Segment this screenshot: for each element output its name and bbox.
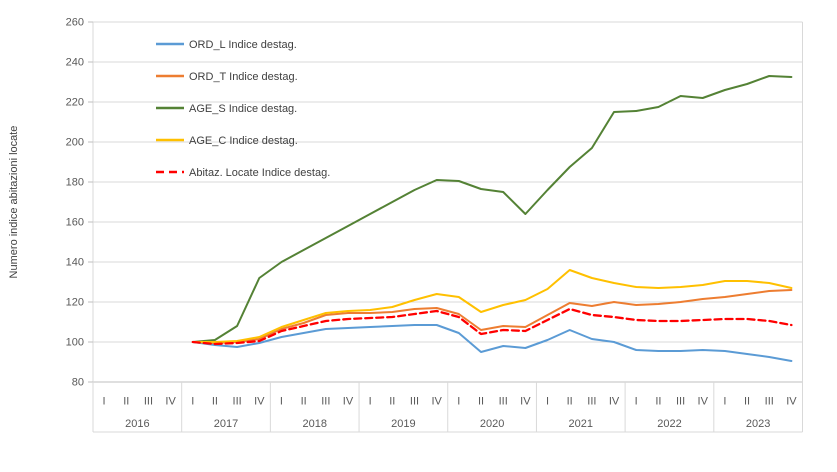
x-quarter-label: II (744, 396, 750, 408)
x-quarter-label: IV (431, 396, 442, 408)
series-line-abitaz (191, 307, 793, 346)
x-quarter-label: IV (520, 396, 531, 408)
legend-label: ORD_L Indice destag. (189, 39, 297, 51)
x-quarter-label: I (546, 396, 549, 408)
legend: ORD_L Indice destag. ORD_T Indice destag.… (156, 39, 330, 179)
x-quarter-label: II (389, 396, 395, 408)
x-quarter-label: III (233, 396, 242, 408)
series-line-ord_l (191, 324, 793, 362)
y-tick-label: 80 (72, 377, 84, 389)
x-quarter-label: II (123, 396, 129, 408)
x-quarter-label: II (567, 396, 573, 408)
x-quarter-label: IV (165, 396, 176, 408)
legend-label: Abitaz. Locate Indice destag. (189, 167, 330, 179)
x-year-label: 2018 (302, 418, 326, 430)
y-tick-label: 200 (66, 137, 84, 149)
x-quarter-label: III (144, 396, 153, 408)
y-tick-label: 220 (66, 97, 84, 109)
x-quarter-label: II (301, 396, 307, 408)
series-line-age_s (191, 75, 793, 343)
x-quarter-label: I (457, 396, 460, 408)
x-quarter-label: II (212, 396, 218, 408)
series-layer (191, 75, 793, 362)
x-quarter-label: IV (343, 396, 354, 408)
x-quarter-label: II (655, 396, 661, 408)
x-year-label: 2019 (391, 418, 415, 430)
legend-label: AGE_S Indice destag. (189, 103, 297, 115)
x-quarter-label: I (191, 396, 194, 408)
x-quarter-label: III (321, 396, 330, 408)
x-quarter-label: III (410, 396, 419, 408)
x-quarter-label: I (280, 396, 283, 408)
x-quarter-label: III (676, 396, 685, 408)
x-quarter-label: III (587, 396, 596, 408)
legend-item: AGE_S Indice destag. (156, 103, 297, 115)
x-quarter-label: II (478, 396, 484, 408)
y-axis-title: Numero indice abitazioni locate (8, 126, 20, 279)
series-line-ord_t (191, 289, 793, 344)
y-tick-label: 180 (66, 177, 84, 189)
x-quarter-label: IV (609, 396, 620, 408)
legend-label: ORD_T Indice destag. (189, 71, 298, 83)
y-tick-label: 140 (66, 257, 84, 269)
y-tick-label: 260 (66, 17, 84, 29)
legend-item: Abitaz. Locate Indice destag. (156, 167, 330, 179)
legend-item: AGE_C Indice destag. (156, 135, 298, 147)
y-tick-label: 100 (66, 337, 84, 349)
legend-item: ORD_L Indice destag. (156, 39, 297, 51)
y-tick-label: 160 (66, 217, 84, 229)
x-quarter-label: I (369, 396, 372, 408)
x-quarter-label: IV (786, 396, 797, 408)
x-quarter-label: IV (254, 396, 265, 408)
x-year-label: 2023 (746, 418, 770, 430)
x-quarter-label: I (103, 396, 106, 408)
y-tick-label: 120 (66, 297, 84, 309)
x-year-label: 2020 (480, 418, 504, 430)
x-quarter-label: I (635, 396, 638, 408)
x-year-label: 2022 (657, 418, 681, 430)
y-tick-label: 240 (66, 57, 84, 69)
x-quarter-label: IV (698, 396, 709, 408)
legend-label: AGE_C Indice destag. (189, 135, 298, 147)
series-line-age_c (191, 269, 793, 343)
legend-item: ORD_T Indice destag. (156, 71, 298, 83)
x-year-label: 2016 (125, 418, 149, 430)
x-quarter-label: I (723, 396, 726, 408)
x-year-label: 2021 (569, 418, 593, 430)
x-quarter-label: III (499, 396, 508, 408)
x-year-label: 2017 (214, 418, 238, 430)
x-quarter-label: III (765, 396, 774, 408)
